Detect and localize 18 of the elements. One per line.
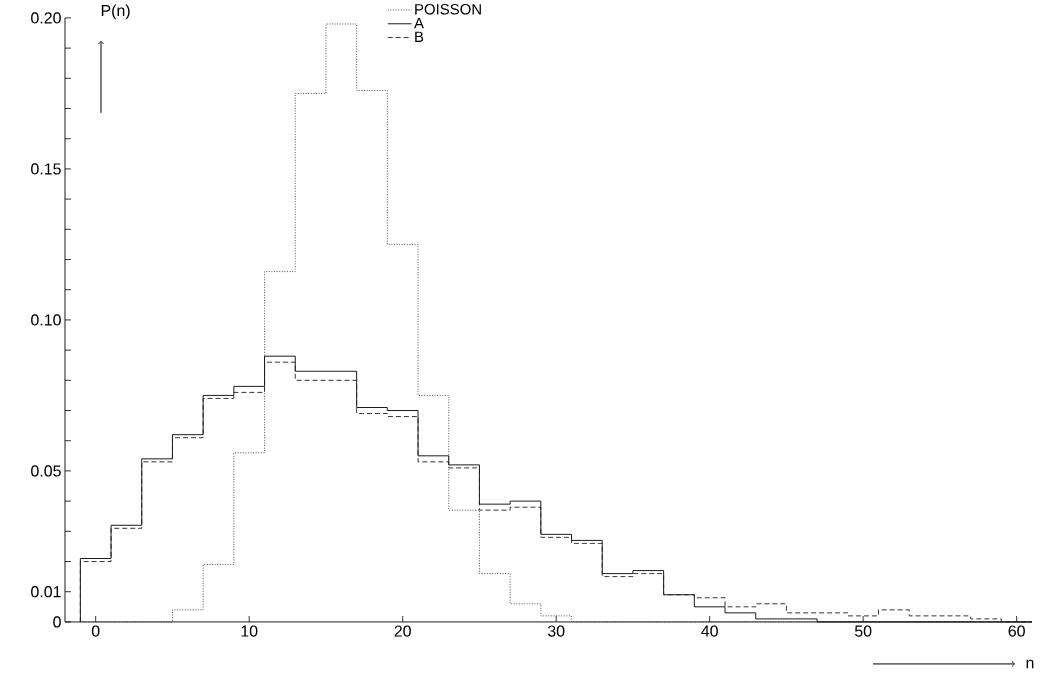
legend-label: POISSON	[415, 4, 481, 15]
legend-label: B	[415, 31, 424, 42]
x-tick-label: 60	[1008, 625, 1025, 637]
y-tick-label: 0.01	[31, 586, 61, 598]
x-tick-label: 30	[547, 625, 565, 637]
x-tick-label: 10	[241, 625, 258, 637]
y-tick-label: 0.10	[31, 314, 61, 326]
x-axis-title: n	[1026, 659, 1034, 669]
x-tick-label: 20	[394, 625, 411, 637]
x-tick-label: 40	[701, 625, 718, 637]
x-tick-label: 50	[854, 625, 872, 637]
x-tick-label: 0	[91, 625, 100, 637]
legend-label: A	[414, 17, 424, 29]
y-tick-label: 0	[53, 616, 61, 628]
y-tick-label: 0.20	[31, 12, 61, 24]
y-tick-label: 0.15	[31, 163, 61, 175]
y-tick-label: 0.05	[31, 465, 61, 477]
y-axis-title: P(n)	[101, 4, 130, 20]
